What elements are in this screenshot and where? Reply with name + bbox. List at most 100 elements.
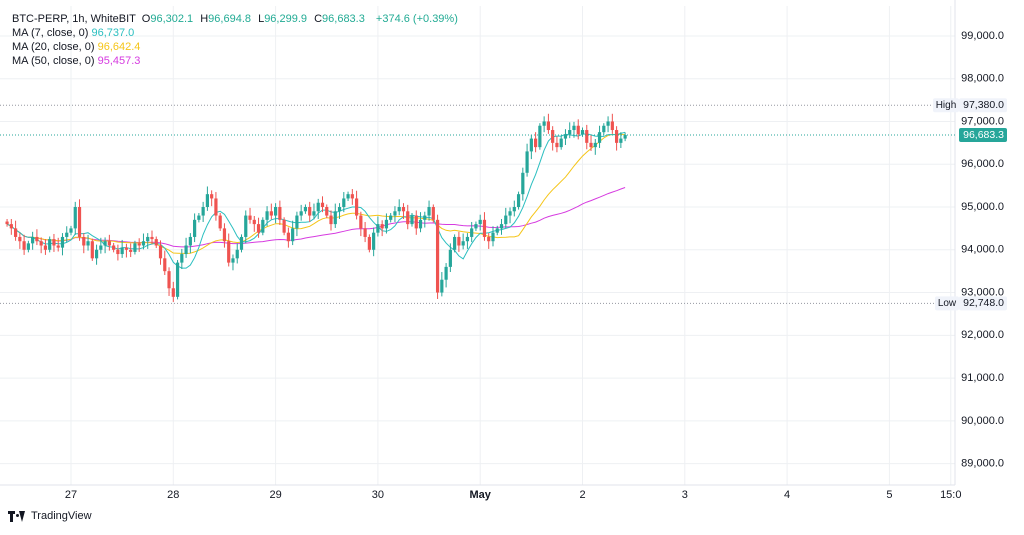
candle-body — [465, 236, 470, 242]
candle-body — [193, 219, 197, 237]
candle-body — [615, 130, 619, 143]
high-tag-label: High — [936, 100, 957, 111]
candle-body — [26, 243, 30, 250]
candle-body — [107, 241, 111, 246]
candle-body — [329, 215, 333, 225]
price-tick-label: 97,000.0 — [961, 115, 1004, 127]
time-tick-label: 30 — [372, 489, 384, 501]
candle-body — [393, 211, 397, 216]
candle-body — [593, 142, 597, 148]
candle-body — [201, 207, 205, 216]
candle-body — [48, 239, 52, 250]
high-label: H — [200, 13, 209, 25]
branding[interactable]: TradingView — [8, 510, 92, 522]
candle-body — [90, 241, 94, 259]
candle-body — [43, 245, 48, 250]
candle-body — [555, 142, 559, 148]
candle-body — [406, 211, 410, 225]
candle-body — [563, 134, 568, 139]
candle-body — [56, 245, 60, 248]
candle-body — [274, 207, 278, 216]
open-label: O — [141, 13, 151, 25]
time-tick-label: 4 — [784, 489, 790, 501]
candle-body — [18, 236, 22, 242]
high-value: 96,694.8 — [208, 13, 251, 25]
candle-body — [337, 207, 342, 212]
candle-body — [478, 219, 482, 225]
candle-body — [244, 215, 248, 237]
price-tick-label: 99,000.0 — [961, 30, 1004, 42]
candle-body — [384, 219, 389, 229]
candle-body — [372, 232, 376, 250]
candle-body — [380, 224, 384, 229]
candle-body — [184, 245, 188, 255]
candle-body — [256, 224, 261, 233]
candle-body — [22, 241, 26, 250]
candle-body — [350, 194, 354, 199]
candle-body — [453, 236, 457, 250]
candle-body — [73, 207, 77, 229]
candle-body — [129, 249, 133, 252]
high-price-tag — [959, 98, 1007, 113]
time-tick-label: 5 — [886, 489, 892, 501]
candle-body — [346, 194, 350, 199]
candle-body — [308, 207, 312, 216]
candle-body — [295, 215, 299, 229]
candle-body — [448, 249, 452, 267]
candle-body — [303, 207, 308, 212]
candle-body — [35, 236, 39, 242]
time-tick-label: 3 — [682, 489, 688, 501]
candle-body — [227, 241, 231, 263]
low-price-tag — [959, 296, 1007, 311]
ma50-value: 95,457.3 — [97, 55, 141, 67]
candle-body — [568, 130, 572, 135]
time-tick-label: 15:0 — [940, 489, 961, 501]
candle-body — [521, 172, 525, 195]
candle-body — [551, 130, 555, 143]
candle-body — [175, 262, 180, 297]
ma20-row[interactable]: MA (20, close, 0) 96,642.4 — [12, 40, 458, 54]
candle-body — [282, 219, 286, 233]
candle-body — [619, 138, 623, 143]
candle-body — [261, 219, 265, 233]
candle-body — [239, 236, 244, 250]
time-tick-label: 28 — [167, 489, 179, 501]
candle-body — [65, 232, 69, 237]
price-tick-label: 98,000.0 — [961, 73, 1004, 85]
candle-body — [116, 249, 120, 255]
candle-body — [512, 207, 516, 212]
candle-body — [52, 239, 56, 246]
candle-body — [112, 245, 116, 250]
candle-body — [401, 207, 406, 212]
candle-body — [99, 245, 103, 250]
candle-body — [508, 211, 512, 216]
candle-body — [410, 215, 414, 225]
candle-body — [248, 215, 252, 220]
symbol-title[interactable]: BTC-PERP, 1h, WhiteBIT — [12, 13, 136, 25]
high-price-label: 97,380.0 — [963, 99, 1004, 111]
ohlc-row: BTC-PERP, 1h, WhiteBIT O96,302.1 H96,694… — [12, 12, 458, 26]
candle-body — [491, 232, 495, 242]
candle-body — [580, 130, 585, 135]
branding-text: TradingView — [31, 510, 92, 522]
candle-body — [538, 125, 542, 148]
candle-body — [167, 271, 171, 289]
tradingview-logo-icon — [8, 510, 26, 522]
candle-body — [133, 243, 137, 252]
candle-body — [154, 239, 158, 246]
candle-body — [188, 236, 192, 246]
candle-body — [585, 130, 589, 143]
high-tag — [933, 98, 959, 113]
candle-body — [461, 241, 465, 246]
candle-body — [367, 236, 371, 250]
candle-body — [376, 224, 380, 233]
candle-body — [252, 219, 256, 225]
ma7-line — [6, 131, 626, 269]
candle-body — [342, 198, 346, 208]
ma7-row[interactable]: MA (7, close, 0) 96,737.0 — [12, 26, 458, 40]
candle-body — [180, 254, 184, 263]
ma50-row[interactable]: MA (50, close, 0) 95,457.3 — [12, 54, 458, 68]
candle-body — [499, 224, 504, 229]
